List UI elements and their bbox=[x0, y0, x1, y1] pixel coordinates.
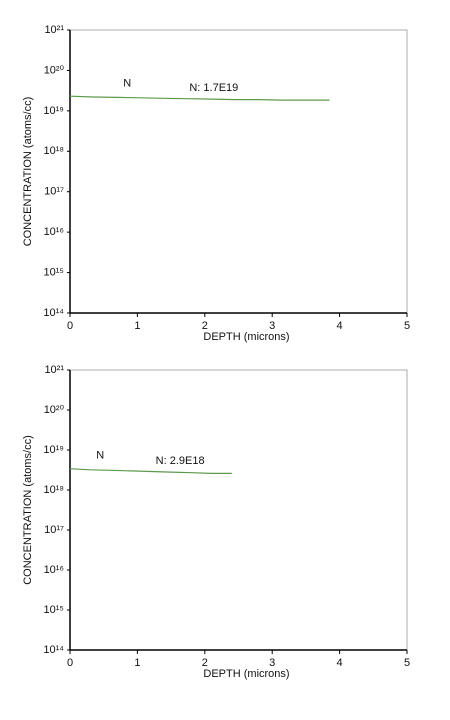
annotation: N: 2.9E18 bbox=[156, 455, 205, 467]
x-tick-label: 2 bbox=[202, 657, 208, 669]
x-axis-label: DEPTH (microns) bbox=[203, 668, 289, 680]
y-tick-label: 10²⁰ bbox=[44, 64, 65, 76]
y-tick-label: 10¹⁶ bbox=[44, 564, 64, 576]
x-tick-label: 3 bbox=[269, 657, 275, 669]
annotation: N: 1.7E19 bbox=[189, 82, 238, 94]
y-tick-label: 10¹⁷ bbox=[44, 186, 64, 198]
y-tick-label: 10¹⁵ bbox=[44, 604, 64, 616]
x-tick-label: 5 bbox=[404, 320, 410, 332]
x-tick-label: 4 bbox=[337, 320, 343, 332]
x-tick-label: 4 bbox=[337, 657, 343, 669]
series-label: N bbox=[96, 450, 104, 462]
x-axis-label: DEPTH (microns) bbox=[203, 331, 289, 343]
x-tick-label: 0 bbox=[67, 657, 73, 669]
y-tick-label: 10²¹ bbox=[44, 364, 64, 376]
plot-frame bbox=[69, 29, 408, 314]
y-axis-label: CONCENTRATION (atoms/cc) bbox=[22, 435, 34, 585]
y-tick-label: 10¹⁸ bbox=[43, 484, 64, 496]
x-tick-label: 0 bbox=[67, 320, 73, 332]
plot-frame bbox=[69, 369, 408, 651]
y-tick-label: 10²⁰ bbox=[44, 404, 65, 416]
x-tick-label: 5 bbox=[404, 657, 410, 669]
x-tick-label: 2 bbox=[202, 320, 208, 332]
y-tick-label: 10¹⁵ bbox=[44, 266, 64, 278]
y-tick-label: 10¹⁸ bbox=[43, 145, 64, 157]
y-tick-label: 10¹⁶ bbox=[44, 226, 64, 238]
y-tick-label: 10¹⁹ bbox=[43, 105, 64, 117]
x-tick-label: 1 bbox=[134, 320, 140, 332]
data-line bbox=[69, 95, 330, 101]
y-tick-label: 10²¹ bbox=[44, 24, 64, 36]
series-label: N bbox=[123, 77, 131, 89]
y-tick-label: 10¹⁹ bbox=[43, 444, 64, 456]
y-axis-label: CONCENTRATION (atoms/cc) bbox=[22, 97, 34, 247]
y-tick-label: 10¹⁴ bbox=[43, 644, 64, 656]
y-tick-label: 10¹⁴ bbox=[43, 307, 64, 319]
x-tick-label: 1 bbox=[134, 657, 140, 669]
x-tick-label: 3 bbox=[269, 320, 275, 332]
y-tick-label: 10¹⁷ bbox=[44, 524, 64, 536]
data-line bbox=[69, 468, 232, 474]
